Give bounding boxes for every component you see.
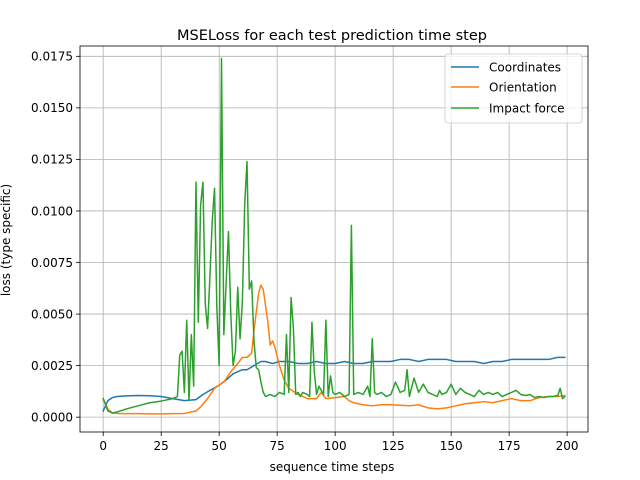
x-axis-label: sequence time steps: [270, 460, 395, 474]
y-tick-label: 0.0050: [31, 307, 73, 321]
y-tick-label: 0.0025: [31, 359, 73, 373]
series-layer: [102, 57, 566, 415]
chart-title: MSELoss for each test prediction time st…: [177, 28, 487, 44]
y-tick-label: 0.0125: [31, 153, 73, 167]
legend-box: [444, 53, 583, 124]
legend-label-coordinates: Coordinates: [489, 61, 561, 75]
y-tick-label: 0.0175: [31, 50, 73, 64]
x-tick-label: 175: [498, 439, 521, 453]
ticks-layer: 0 25 50 75 100 125 150 175 200 0.0000 0.0025 0.0050…: [31, 50, 579, 453]
legend-label-impact-force: Impact force: [489, 102, 565, 116]
x-tick-label: 200: [556, 439, 579, 453]
x-tick-label: 50: [212, 439, 227, 453]
y-tick-label: 0.0000: [31, 410, 73, 424]
legend-label-orientation: Orientation: [489, 81, 557, 95]
x-tick-label: 25: [154, 439, 169, 453]
x-tick-label: 125: [382, 439, 405, 453]
legend: Coordinates Orientation Impact force: [444, 53, 583, 124]
y-tick-label: 0.0150: [31, 101, 73, 115]
series-line-coordinates: [102, 356, 566, 412]
x-tick-label: 100: [324, 439, 347, 453]
y-tick-label: 0.0075: [31, 256, 73, 270]
x-tick-label: 150: [440, 439, 463, 453]
plot-frame: [79, 45, 589, 433]
x-tick-label: 0: [99, 439, 107, 453]
y-tick-label: 0.0100: [31, 204, 73, 218]
series-line-impact-force: [102, 57, 566, 414]
y-axis-label: loss (type specific): [0, 184, 13, 296]
x-tick-label: 75: [270, 439, 285, 453]
